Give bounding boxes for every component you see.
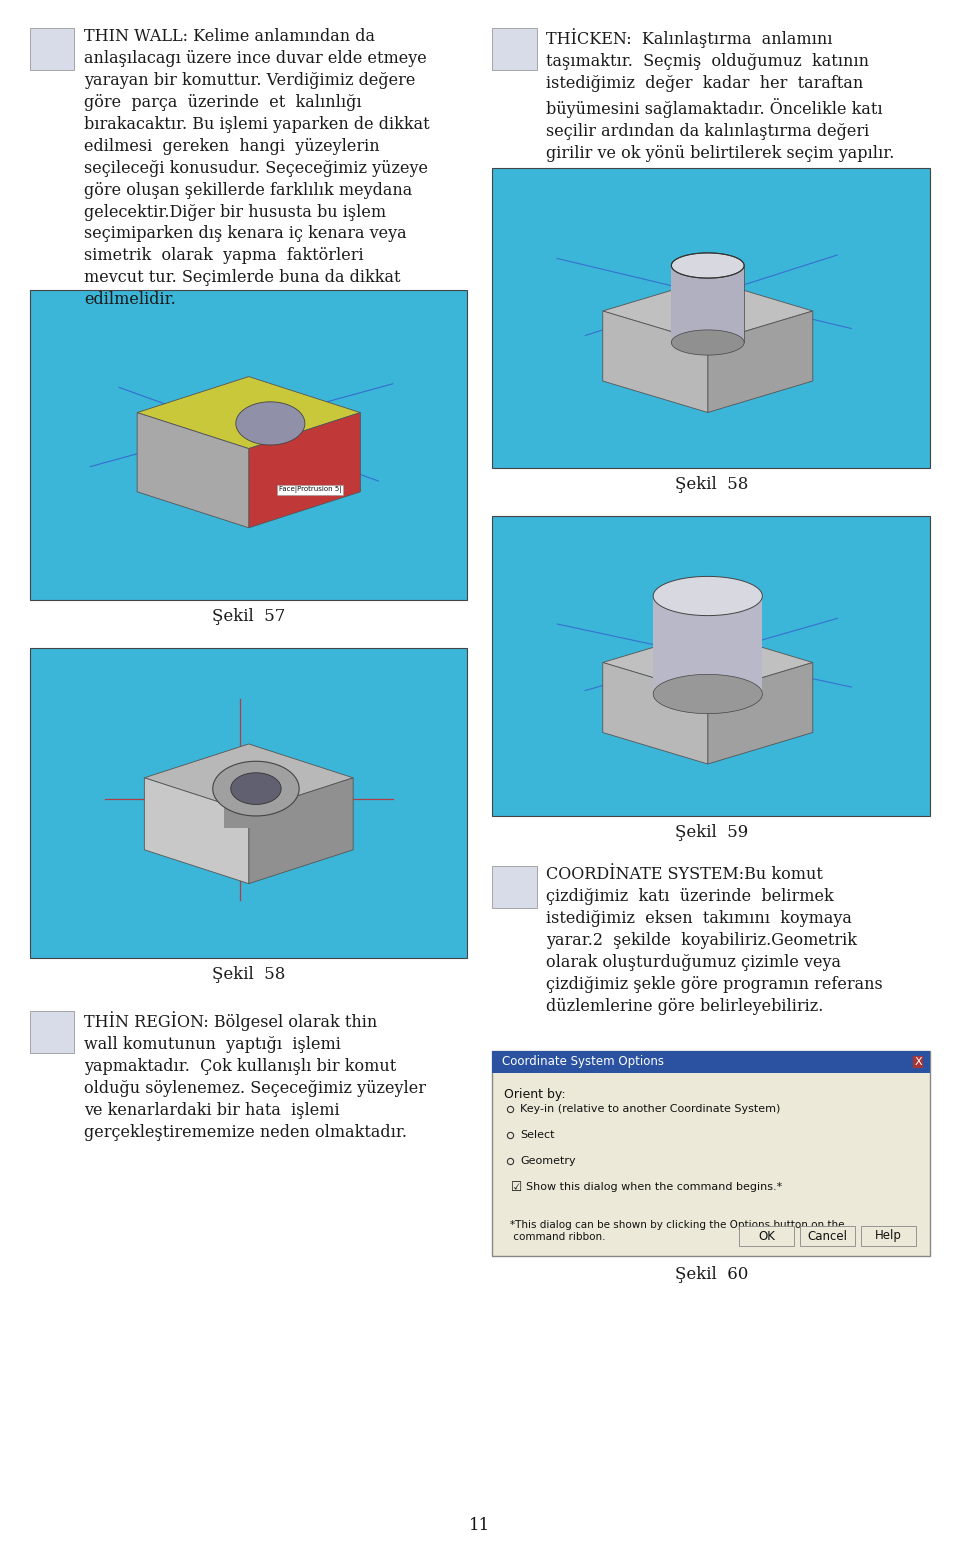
Bar xyxy=(492,168,930,468)
Polygon shape xyxy=(249,778,353,883)
Text: Geometry: Geometry xyxy=(520,1156,576,1166)
Text: Face|Protrusion 5|: Face|Protrusion 5| xyxy=(278,486,341,493)
Text: 11: 11 xyxy=(469,1518,491,1535)
Polygon shape xyxy=(671,253,744,278)
Text: THİCKEN:  Kalınlaştırma  anlamını
taşımaktır.  Seçmiş  olduğumuz  katının
istedi: THİCKEN: Kalınlaştırma anlamını taşımakt… xyxy=(546,28,895,162)
Text: Şekil  59: Şekil 59 xyxy=(675,824,748,841)
Polygon shape xyxy=(653,675,762,713)
Bar xyxy=(30,1011,74,1053)
Polygon shape xyxy=(249,412,360,528)
Polygon shape xyxy=(603,662,708,764)
Polygon shape xyxy=(213,761,300,815)
Bar xyxy=(492,866,537,908)
Polygon shape xyxy=(603,279,813,343)
Polygon shape xyxy=(224,789,288,828)
Text: OK: OK xyxy=(758,1229,775,1243)
Text: Şekil  58: Şekil 58 xyxy=(212,967,285,984)
Polygon shape xyxy=(144,778,249,883)
Bar xyxy=(739,1226,794,1246)
Polygon shape xyxy=(236,401,305,445)
Bar xyxy=(492,1051,930,1073)
Text: Cancel: Cancel xyxy=(807,1229,848,1243)
Polygon shape xyxy=(137,377,360,449)
Polygon shape xyxy=(671,330,744,355)
Polygon shape xyxy=(230,772,281,804)
Bar xyxy=(492,1051,930,1255)
Bar xyxy=(492,28,537,69)
Polygon shape xyxy=(708,662,813,764)
Text: THİN REGİON: Bölgesel olarak thin
wall komutunun  yaptığı  işlemi
yapmaktadır.  : THİN REGİON: Bölgesel olarak thin wall k… xyxy=(84,1011,426,1141)
Polygon shape xyxy=(137,412,249,528)
Text: Show this dialog when the command begins.*: Show this dialog when the command begins… xyxy=(526,1183,782,1192)
Text: Orient by:: Orient by: xyxy=(505,1089,566,1101)
Bar xyxy=(30,648,468,957)
Text: X: X xyxy=(914,1058,922,1067)
Text: COORDİNATE SYSTEM:Bu komut
çizdiğimiz  katı  üzerinde  belirmek
istediğimiz  eks: COORDİNATE SYSTEM:Bu komut çizdiğimiz ka… xyxy=(546,866,883,1014)
Bar xyxy=(800,1226,855,1246)
Text: Key-in (relative to another Coordinate System): Key-in (relative to another Coordinate S… xyxy=(520,1104,780,1115)
Polygon shape xyxy=(708,310,813,412)
Text: ☑: ☑ xyxy=(511,1181,521,1194)
Bar xyxy=(30,290,468,601)
Polygon shape xyxy=(144,744,353,812)
Polygon shape xyxy=(603,310,708,412)
Text: Coordinate System Options: Coordinate System Options xyxy=(502,1056,664,1068)
Bar xyxy=(30,28,74,69)
Polygon shape xyxy=(653,576,762,616)
Polygon shape xyxy=(653,596,762,693)
Polygon shape xyxy=(603,631,813,693)
Polygon shape xyxy=(671,266,744,343)
Text: Şekil  60: Şekil 60 xyxy=(675,1266,748,1283)
Text: THIN WALL: Kelime anlamından da
anlaşılacagı üzere ince duvar elde etmeye
yaraya: THIN WALL: Kelime anlamından da anlaşıla… xyxy=(84,28,430,309)
Bar xyxy=(861,1226,916,1246)
Text: Şekil  58: Şekil 58 xyxy=(675,476,748,493)
Text: Select: Select xyxy=(520,1130,555,1139)
Text: Şekil  57: Şekil 57 xyxy=(212,608,285,625)
Text: *This dialog can be shown by clicking the Options button on the
 command ribbon.: *This dialog can be shown by clicking th… xyxy=(511,1220,845,1243)
Bar xyxy=(492,516,930,815)
Text: Help: Help xyxy=(876,1229,902,1243)
